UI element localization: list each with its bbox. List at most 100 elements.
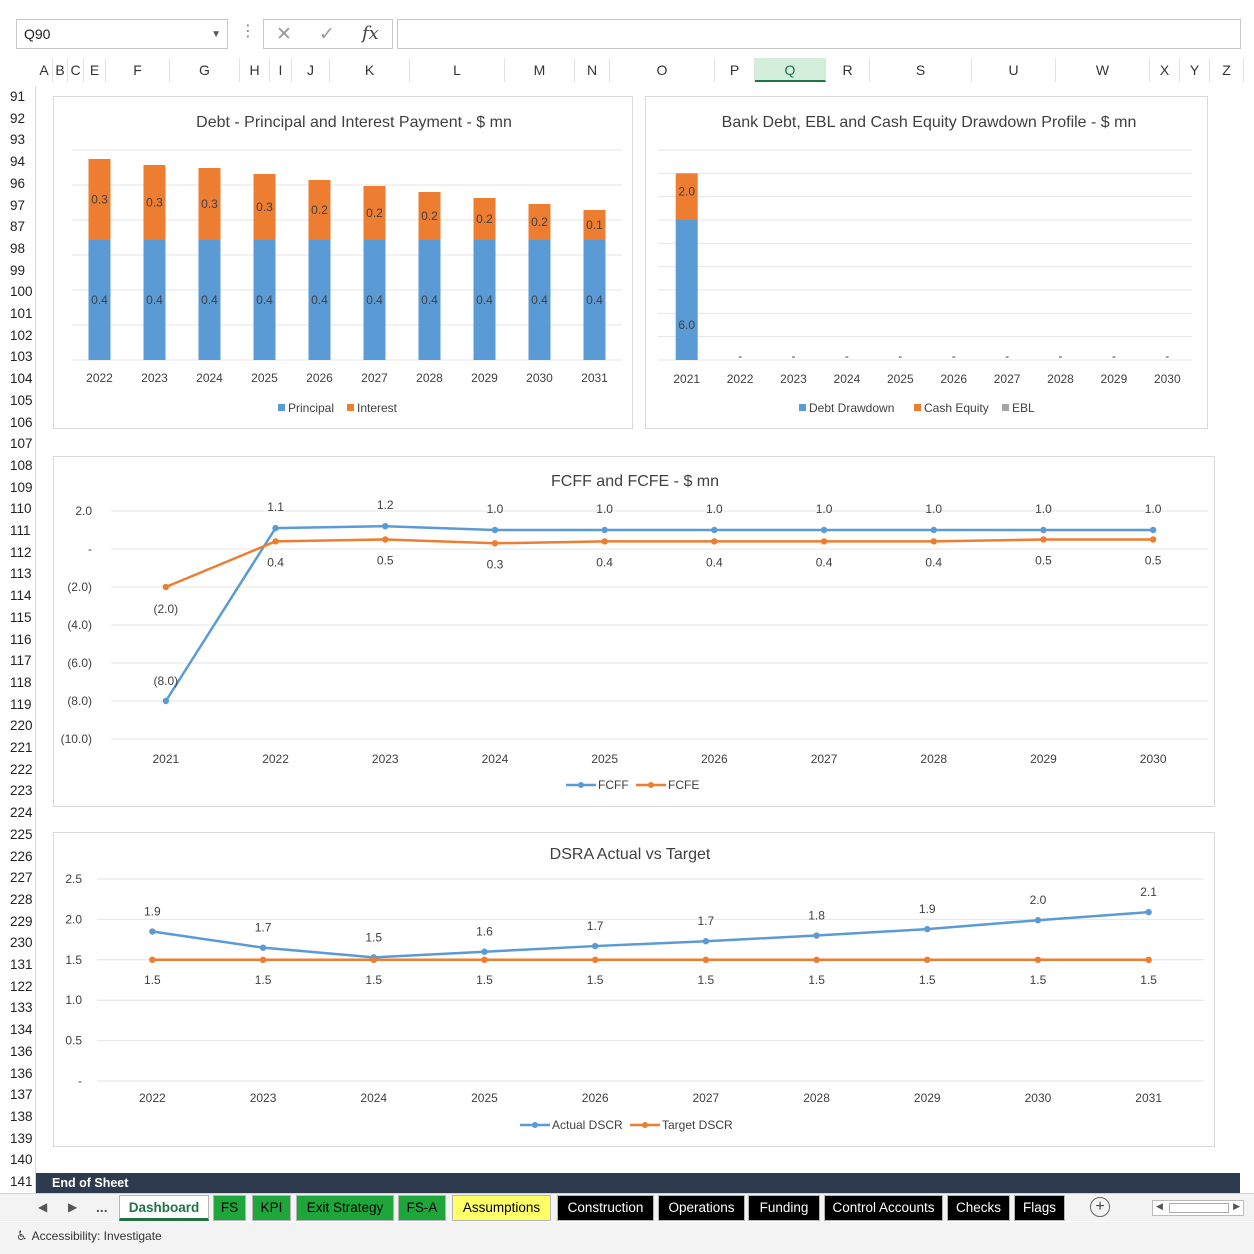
row-header[interactable]: 229 [10,913,33,929]
column-header-h[interactable]: H [240,58,270,82]
name-box[interactable]: Q90 ▼ [16,19,228,49]
bar-interest[interactable] [143,165,166,240]
row-header[interactable]: 96 [10,175,26,191]
formula-input[interactable] [397,19,1241,49]
bar-interest[interactable] [198,168,221,240]
data-point[interactable] [162,583,170,591]
bar-interest[interactable] [88,159,111,240]
data-point[interactable] [702,956,710,963]
row-header[interactable]: 87 [10,219,26,235]
row-header[interactable]: 118 [10,674,32,690]
row-header[interactable]: 99 [10,262,26,278]
series-line-fcff[interactable] [164,524,1154,702]
row-header[interactable]: 141 [10,1174,33,1189]
row-header[interactable]: 133 [10,1000,33,1016]
scroll-left-icon[interactable]: ◀ [1156,1201,1163,1211]
bar-interest[interactable] [253,174,276,240]
function-icon[interactable]: fx [362,23,379,44]
data-point[interactable] [601,526,608,534]
row-header[interactable]: 226 [10,848,33,864]
row-header[interactable]: 224 [10,805,33,821]
row-header[interactable]: 140 [10,1152,33,1168]
row-header[interactable]: 105 [10,392,33,408]
data-point[interactable] [1149,526,1157,534]
data-point[interactable] [1034,917,1042,924]
sheet-tab-construction[interactable]: Construction [557,1195,654,1221]
data-point[interactable] [820,526,828,534]
sheet-tab-assumptions[interactable]: Assumptions [452,1195,551,1221]
column-header-a[interactable]: A [36,58,53,82]
data-point[interactable] [601,538,608,545]
data-point[interactable] [149,928,156,935]
chevron-down-icon[interactable]: ▼ [211,29,221,40]
data-point[interactable] [481,956,488,963]
data-point[interactable] [813,932,820,939]
column-header-p[interactable]: P [715,58,755,82]
row-header[interactable]: 116 [10,631,32,647]
row-header[interactable]: 112 [10,544,32,560]
data-point[interactable] [930,526,937,534]
row-header[interactable]: 98 [10,240,26,256]
column-header-g[interactable]: G [170,58,240,82]
column-header-z[interactable]: Z [1210,58,1244,82]
column-header-l[interactable]: L [410,58,505,82]
column-header-y[interactable]: Y [1180,58,1210,82]
sheet-tab-control-accounts[interactable]: Control Accounts [824,1195,943,1221]
data-point[interactable] [1040,526,1047,534]
sheet-tab-exit-strategy[interactable]: Exit Strategy [296,1195,394,1221]
row-header[interactable]: 139 [10,1130,33,1146]
sheet-tab-dashboard[interactable]: Dashboard [119,1195,209,1221]
tab-next-icon[interactable]: ▶ [68,1200,78,1214]
bar-principal[interactable] [363,240,386,360]
row-header[interactable]: 97 [10,197,26,213]
column-header-j[interactable]: J [292,58,330,82]
tab-prev-icon[interactable]: ◀ [38,1200,48,1214]
bar-interest[interactable] [418,192,441,240]
column-header-b[interactable]: B [53,58,68,82]
row-header[interactable]: 227 [10,870,33,886]
data-point[interactable] [1145,908,1152,916]
data-point[interactable] [1034,956,1042,963]
column-header-i[interactable]: I [270,58,292,82]
dsra-chart[interactable]: DSRA Actual vs Target 2.5 2.0 1.5 1.0 0.5 - 20… [53,832,1215,1147]
row-header[interactable]: 109 [10,479,33,495]
tab-more-icon[interactable]: ... [96,1199,108,1215]
row-header[interactable]: 108 [10,457,33,473]
row-header[interactable]: 136 [10,1065,33,1081]
bar-principal[interactable] [198,240,221,360]
sheet-tab-operations[interactable]: Operations [658,1195,745,1221]
data-point[interactable] [711,538,718,545]
row-header[interactable]: 122 [10,978,33,994]
bar-principal[interactable] [528,240,551,360]
column-header-c[interactable]: C [68,58,84,82]
data-point[interactable] [1149,536,1157,543]
data-point[interactable] [491,526,499,534]
data-point[interactable] [1040,536,1047,543]
enter-icon[interactable]: ✓ [319,24,335,45]
row-header[interactable]: 137 [10,1087,33,1103]
row-header[interactable]: 107 [10,436,33,452]
row-header[interactable]: 221 [10,740,33,755]
data-point[interactable] [382,523,389,530]
drawdown-profile-chart[interactable]: Bank Debt, EBL and Cash Equity Drawdown … [645,96,1208,429]
column-header-m[interactable]: M [505,58,575,82]
sheet-tab-fs[interactable]: FS [213,1195,246,1221]
data-point[interactable] [272,538,279,545]
bar-interest[interactable] [528,204,551,240]
fcff-fcfe-chart[interactable]: FCFF and FCFE - $ mn 2.0 - (2.0) (4.0) (6.0)… [53,456,1215,807]
column-header-w[interactable]: W [1056,58,1150,82]
sheet-tab-flags[interactable]: Flags [1014,1195,1065,1221]
row-header[interactable]: 228 [10,891,33,907]
sheet-tab-checks[interactable]: Checks [947,1195,1010,1221]
bar-principal[interactable] [583,240,606,360]
row-header[interactable]: 113 [10,566,32,582]
data-point[interactable] [272,524,279,532]
cancel-icon[interactable]: ✕ [276,24,292,45]
column-header-k[interactable]: K [330,58,410,82]
bar-cash-equity[interactable] [675,173,698,220]
bar-principal[interactable] [143,240,166,360]
row-header[interactable]: 100 [10,284,33,300]
debt-payment-chart[interactable]: Debt - Principal and Interest Payment - … [53,96,633,429]
column-header-o[interactable]: O [610,58,715,82]
row-header[interactable]: 119 [10,696,32,712]
